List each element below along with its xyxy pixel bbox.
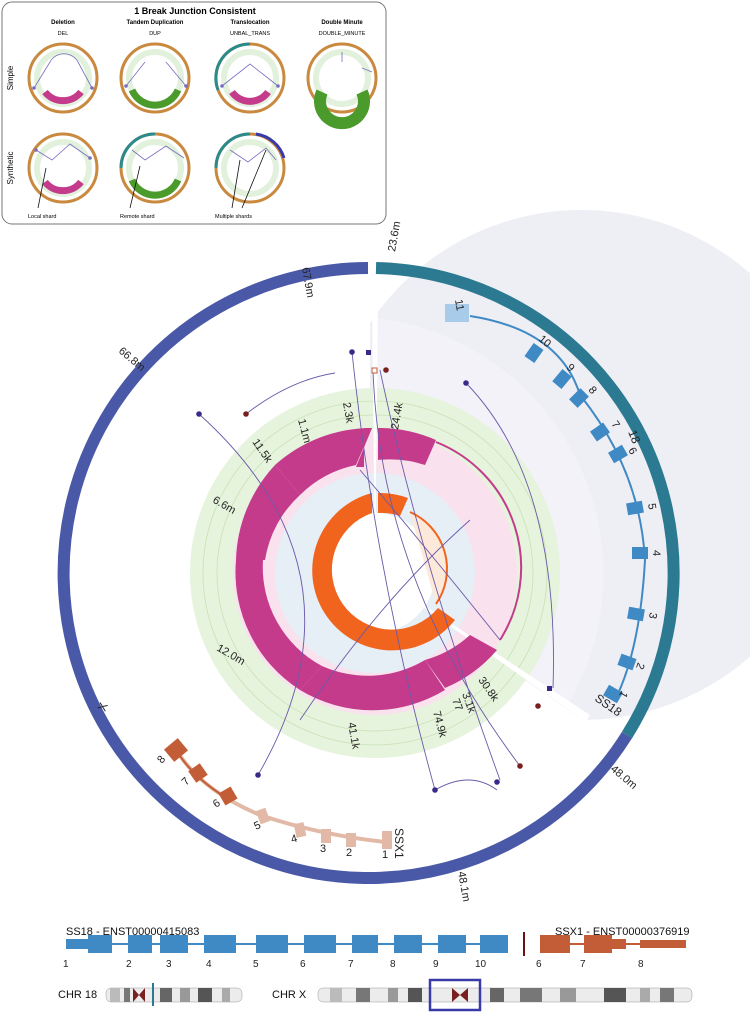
mini-trans-simple [214,42,286,114]
ss18-exon-num: 3 [646,611,659,619]
copy-number-track [235,427,523,711]
tx-num: 6 [300,959,306,970]
segment-label: 2.3k [340,401,356,424]
segment-label: 77 [449,697,464,713]
tx-num: 1 [63,959,69,970]
minor-allele-track [312,492,455,651]
ssx1-exon-num: 6 [211,797,223,810]
ss18-gene-track [445,304,648,704]
ss18-exon-num: 11 [452,298,466,311]
ssx1-exon-num: 1 [382,849,388,861]
sv-endpoints [196,349,552,793]
tx-num: 8 [638,959,644,970]
transcript-label-right: SSX1 - ENST00000376919 [555,926,690,938]
tx-num: 5 [253,959,259,970]
legend-title: 1 Break Junction Consistent [134,6,256,16]
legend-code-dup: DUP [149,31,161,37]
ssx1-exon-num: 7 [180,775,193,788]
tx-num: 7 [580,959,586,970]
chrX-arc [57,262,633,884]
pos-label-1: 67.9m [299,266,316,298]
ideogram-label-X: CHR X [272,989,307,1001]
tx-num: 2 [126,959,132,970]
ssx1-gene-track [163,738,392,849]
gene-label-ssx1: SSX1 [392,828,406,859]
chr-label-18: 18 [625,428,643,446]
ssx1-exon-num: 5 [252,819,263,832]
mini-deletion-simple [27,42,99,114]
legend-ann-local: Local shard [28,214,56,220]
legend-row-simple: Simple [6,65,15,90]
tx-num: 9 [433,959,439,970]
chr18-arc [375,262,680,739]
mini-dup-simple [119,42,191,114]
ideogram-chrX [317,978,693,1012]
ss18-exon-num: 1 [616,689,629,700]
legend-panel: 1 Break Junction Consistent Deletion DEL… [1,1,387,225]
tx-num: 4 [206,959,212,970]
tx-num: 7 [348,959,354,970]
mini-dm-simple [306,42,378,130]
pos-label-2: 23.6m [386,220,403,252]
ssx1-exon-num: 2 [346,847,352,859]
legend-col-deletion: Deletion [51,20,75,26]
pos-label-4: 48.0m [608,763,639,792]
ss18-exon-num: 6 [625,446,638,457]
fusion-transcript: SS18 - ENST00000415083 SSX1 - ENST000003… [63,926,690,970]
legend-col-trans: Translocation [230,20,269,26]
tx-num: 6 [536,959,542,970]
tx-num: 3 [166,959,172,970]
circos-plot: 67.9m 23.6m 66.8m 48.0m 48.1m 18 X SS18 … [57,210,750,903]
legend-ann-multiple: Multiple shards [215,214,252,220]
pos-label-5: 48.1m [455,870,472,902]
ssx1-exon-num: 8 [155,754,168,766]
ssx1-transcript-exons [540,935,686,953]
ss18-exon-11 [445,304,469,322]
segment-label: 24.4k [389,401,406,430]
legend-code-trans: UNBAL_TRANS [230,31,270,37]
segment-label: 41.1k [345,721,362,750]
chromosome-ideograms: CHR 18 CHR X [58,978,693,1012]
mini-trans-synthetic [214,132,286,209]
ideogram-chr18 [105,983,243,1006]
ss18-exon-num: 2 [633,661,646,671]
tx-num: 8 [390,959,396,970]
legend-ann-remote: Remote shard [120,214,155,220]
ideogram-highlight-box [428,978,482,1012]
ideogram-label-18: CHR 18 [58,989,97,1001]
tx-num: 10 [475,959,487,970]
ss18-exon-num: 7 [609,419,622,431]
legend-col-dm: Double Minute [321,20,363,26]
mini-dup-synthetic [119,132,191,209]
ssx1-exon-num: 3 [320,843,326,855]
ss18-transcript-exons [66,935,508,953]
ss18-exon-num: 4 [650,550,662,556]
legend-code-dm: DOUBLE_MINUTE [319,31,366,37]
ssx1-exon-num: 4 [290,833,299,846]
sv-links [198,351,554,791]
legend-row-synthetic: Synthetic [6,152,15,185]
mini-deletion-synthetic [27,132,99,209]
legend-code-deletion: DEL [58,31,69,37]
ss18-exon-num: 5 [645,502,658,510]
legend-col-dup: Tandem Duplication [127,20,184,26]
